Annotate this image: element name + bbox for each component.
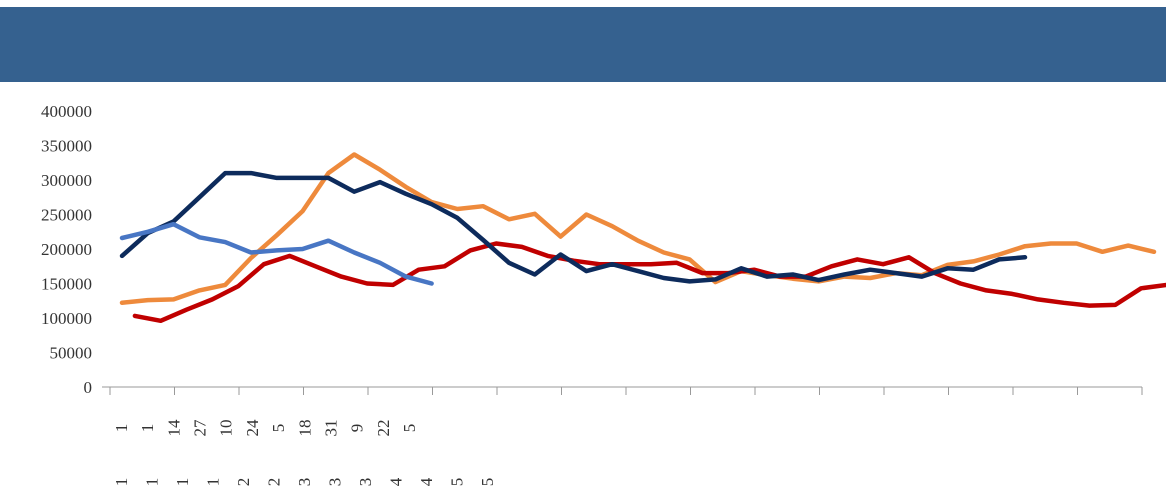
y-axis: 0 50000 100000 150000 200000 250000 300000 3500… (41, 102, 92, 397)
x-tick-label: 14 (164, 419, 183, 437)
series-layer (119, 152, 1166, 324)
x-tick-label: 4 (417, 477, 436, 486)
x-tick-label: 3 (356, 478, 375, 487)
x-tick-label: 2 (234, 478, 253, 487)
x-tick-label: 27 (191, 419, 210, 437)
x-tick-label: 4 (386, 477, 405, 486)
x-tick-label: 5 (269, 424, 288, 433)
x-tick-label: 1 (142, 478, 161, 487)
y-tick-label: 100000 (41, 309, 92, 328)
x-tick-label: 18 (295, 420, 314, 437)
series-line-4 (119, 221, 434, 286)
x-tick-label: 5 (478, 478, 497, 487)
x-tick-label: 24 (243, 419, 262, 437)
series-line-1 (119, 152, 1157, 306)
x-tick-label: 1 (112, 478, 131, 487)
x-tick-label: 1 (138, 424, 157, 433)
x-axis (102, 386, 1143, 395)
y-tick-label: 150000 (41, 275, 92, 294)
x-tick-label: 10 (217, 420, 236, 437)
x-tick-label: 3 (325, 478, 344, 487)
y-tick-label: 400000 (41, 102, 92, 121)
y-tick-label: 250000 (41, 206, 92, 225)
series-line-2 (132, 241, 1166, 324)
x-tick-label: 9 (348, 424, 367, 433)
x-tick-label: 2 (264, 478, 283, 487)
y-tick-label: 0 (84, 378, 93, 397)
y-tick-label: 350000 (41, 137, 92, 156)
y-tick-label: 50000 (50, 344, 93, 363)
x-tick-labels: 1 1 14 27 10 24 5 18 31 9 22 51 1 1 1 2 2 3 3 3 4 4 5 5 (112, 419, 497, 486)
x-tick-label: 5 (400, 424, 419, 433)
x-tick-label: 1 (173, 478, 192, 487)
x-tick-label: 1 (203, 478, 222, 487)
header-banner (0, 7, 1166, 82)
series-line-3 (119, 170, 1028, 284)
y-tick-label: 200000 (41, 240, 92, 259)
x-tick-label: 31 (322, 420, 341, 437)
x-tick-label: 1 (112, 424, 131, 433)
x-tick-label: 3 (295, 478, 314, 487)
x-tick-label: 5 (447, 478, 466, 487)
y-tick-label: 300000 (41, 171, 92, 190)
x-tick-label: 22 (374, 420, 393, 437)
